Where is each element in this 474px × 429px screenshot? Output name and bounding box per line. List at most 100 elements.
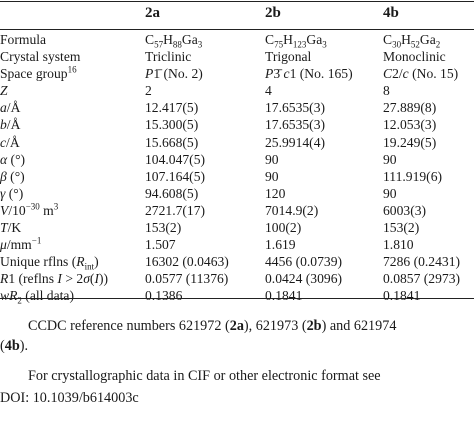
text-fragment: −30	[25, 201, 40, 212]
table-bottom-rule	[0, 298, 474, 299]
text-fragment: 3̄	[273, 66, 284, 82]
text-fragment: w	[0, 288, 10, 304]
table-header-rule	[0, 29, 474, 30]
table-cell: 1.507	[145, 237, 176, 253]
table-cell: 111.919(6)	[383, 168, 443, 184]
table-row: R1 (reflns I > 2σ(I)) 0.0577 (11376) 0.042…	[0, 270, 474, 287]
row-label: wR2 (all data)	[0, 287, 145, 305]
text-fragment: C	[145, 32, 155, 47]
text-fragment: > 2	[61, 271, 84, 287]
table-cell: 90	[383, 151, 397, 167]
table-row: V/10−30 m3 2721.7(17) 7014.9(2) 6003(3)	[0, 202, 474, 219]
text-fragment: H	[283, 32, 293, 47]
table-row: Crystal system Triclinic Trigonal Monoclini…	[0, 48, 474, 65]
text-fragment: 3	[197, 39, 203, 50]
text-fragment: c	[0, 134, 7, 150]
text-fragment: 3	[53, 201, 59, 212]
table-cell: 17.6535(3)	[265, 117, 326, 133]
text-fragment: T	[0, 220, 8, 236]
table-cell: 0.1841	[383, 288, 421, 304]
row-label: β (°)	[0, 168, 145, 185]
text-fragment: 2/	[392, 66, 403, 82]
table-cell: 0.0857 (2973)	[383, 271, 461, 287]
table-cell: 104.047(5)	[145, 151, 206, 167]
table-cell: C2/c (No. 15)	[383, 65, 474, 82]
text-fragment: 52	[410, 39, 420, 50]
text-fragment: (	[89, 271, 95, 287]
text-fragment: 4b	[4, 338, 20, 354]
table-row: γ (°) 94.608(5) 120 90	[0, 185, 474, 202]
text-fragment: 2b	[306, 318, 322, 334]
ccdc-reference-line: CCDC reference numbers 621972 (2a), 6219…	[28, 316, 396, 336]
table-cell: 27.889(8)	[383, 100, 437, 116]
doi-line: DOI: 10.1039/b614003c	[0, 390, 139, 406]
table-cell: Trigonal	[265, 49, 312, 65]
text-fragment: (No. 15)	[408, 66, 459, 82]
text-fragment: ), 621973 (	[243, 318, 307, 334]
row-label: γ (°)	[0, 185, 145, 202]
text-fragment: 16	[67, 64, 77, 75]
table-cell: 100(2)	[265, 220, 302, 236]
text-fragment: (°)	[5, 185, 24, 201]
table-cell: C57H88Ga3	[145, 31, 265, 50]
text-fragment: H	[401, 32, 411, 47]
text-fragment: 1 (No. 165)	[289, 66, 353, 82]
text-fragment: c	[402, 66, 409, 82]
text-fragment: ).	[19, 338, 28, 354]
row-label: Z	[0, 82, 145, 99]
text-fragment: 57	[154, 39, 164, 50]
text-fragment: (	[0, 338, 5, 354]
text-fragment: m	[39, 202, 54, 218]
table-cell: 2721.7(17)	[145, 202, 206, 218]
text-fragment: β	[0, 168, 7, 184]
text-fragment: (all data)	[21, 288, 74, 304]
text-fragment: Ga	[181, 32, 198, 47]
table-row: wR2 (all data) 0.1386 0.1841 0.1841	[0, 287, 474, 305]
text-fragment: /Å	[6, 100, 21, 116]
text-fragment: /mm	[6, 237, 32, 253]
text-fragment: 75	[274, 39, 284, 50]
text-fragment: P	[145, 66, 154, 82]
text-fragment: I	[57, 271, 62, 287]
table-row: a/Å 12.417(5) 17.6535(3) 27.889(8)	[0, 99, 474, 116]
table-cell: 2	[145, 83, 152, 99]
table-cell: 94.608(5)	[145, 185, 199, 201]
table-row: b/Å 15.300(5) 17.6535(3) 12.053(3)	[0, 116, 474, 133]
row-label: Unique rflns (Rint)	[0, 253, 145, 271]
table-cell: 6003(3)	[383, 202, 427, 218]
crystal-data-table: Formula C57H88Ga3 C75H123Ga3 C30H52Ga2 Cryst…	[0, 31, 474, 306]
table-cell: 1.810	[383, 237, 414, 253]
table-cell: 1.619	[265, 237, 296, 253]
table-cell: 0.0577 (11376)	[145, 271, 229, 287]
text-fragment: 88	[172, 39, 182, 50]
column-header-2a: 2a	[145, 5, 160, 21]
table-cell: 7286 (0.2431)	[383, 254, 461, 270]
table-cell: 4456 (0.0739)	[265, 254, 343, 270]
text-fragment: P	[265, 66, 274, 82]
table-cell: 153(2)	[383, 220, 420, 236]
table-cell: 107.164(5)	[145, 168, 206, 184]
text-fragment: Ga	[419, 32, 436, 47]
table-cell: 15.300(5)	[145, 117, 199, 133]
table-cell: 0.1841	[265, 288, 303, 304]
row-label: R1 (reflns I > 2σ(I))	[0, 270, 145, 287]
text-fragment: Space group	[0, 66, 68, 82]
table-cell: 16302 (0.0463)	[145, 254, 229, 270]
table-row: α (°) 104.047(5) 90 90	[0, 151, 474, 168]
table-cell: 0.1386	[145, 288, 183, 304]
text-fragment: (°)	[6, 168, 25, 184]
text-fragment: μ	[0, 237, 7, 253]
table-cell: 90	[383, 185, 397, 201]
text-fragment: CCDC reference numbers 621972 (	[28, 318, 230, 334]
table-cell: 19.249(5)	[383, 134, 437, 150]
text-fragment: C	[383, 32, 393, 47]
row-label: a/Å	[0, 99, 145, 116]
row-label: c/Å	[0, 134, 145, 151]
table-cell: 12.053(3)	[383, 117, 437, 133]
ccdc-reference-line-continued: (4b).	[0, 336, 28, 356]
table-cell: P3̄ c1 (No. 165)	[265, 65, 383, 82]
table-cell: 4	[265, 83, 272, 99]
text-fragment: C	[383, 66, 393, 82]
table-row: β (°) 107.164(5) 90 111.919(6)	[0, 168, 474, 185]
table-cell: 90	[265, 151, 279, 167]
